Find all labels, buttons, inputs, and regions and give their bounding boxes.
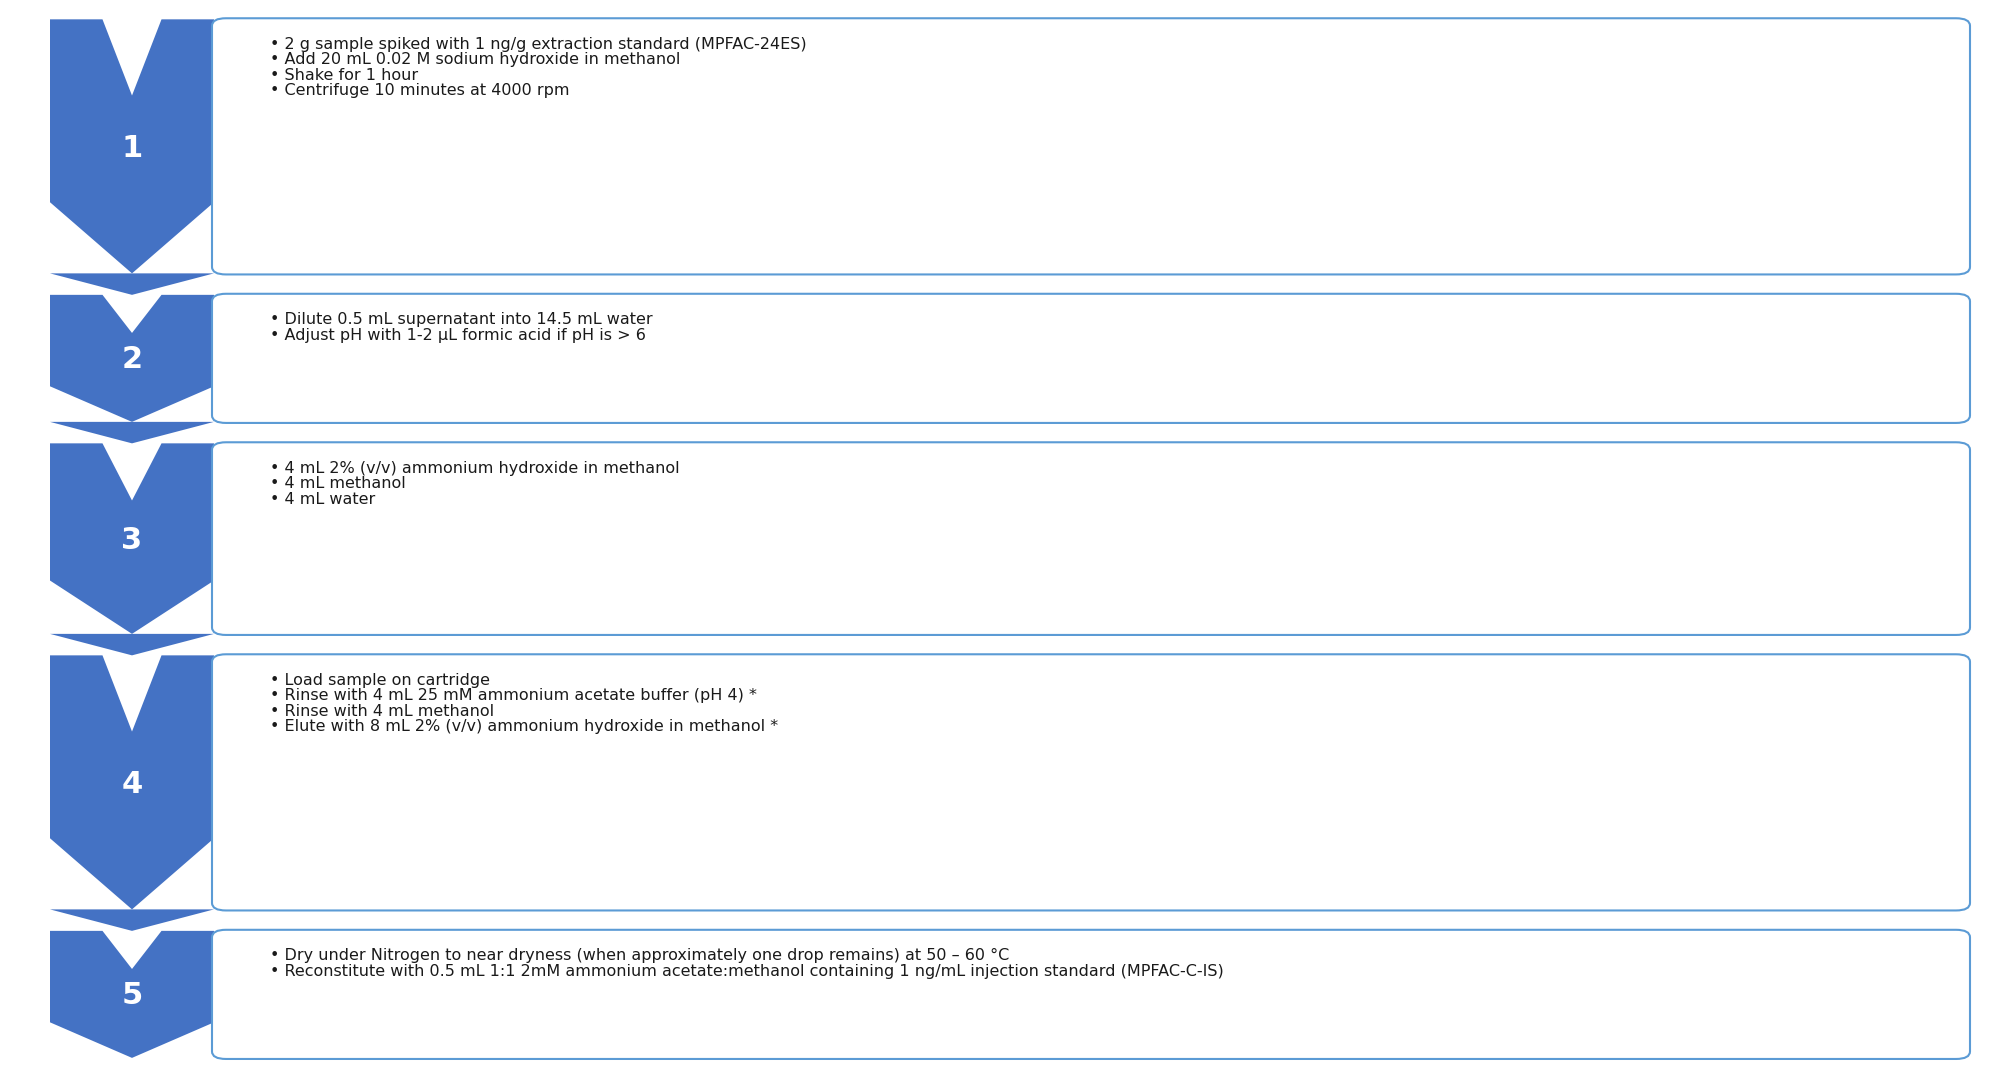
Text: • Centrifuge 10 minutes at 4000 rpm: • Centrifuge 10 minutes at 4000 rpm [270,84,570,99]
Text: • 4 mL water: • 4 mL water [270,492,376,507]
Text: • Dilute 0.5 mL supernatant into 14.5 mL water: • Dilute 0.5 mL supernatant into 14.5 mL… [270,313,652,328]
Polygon shape [50,295,214,422]
Polygon shape [50,422,214,444]
Text: • Add 20 mL 0.02 M sodium hydroxide in methanol: • Add 20 mL 0.02 M sodium hydroxide in m… [270,53,680,68]
Text: • 2 g sample spiked with 1 ng/g extraction standard (MPFAC-24ES): • 2 g sample spiked with 1 ng/g extracti… [270,37,806,52]
Text: • Shake for 1 hour: • Shake for 1 hour [270,68,418,83]
Polygon shape [50,931,214,1058]
FancyBboxPatch shape [212,654,1970,911]
Polygon shape [50,444,214,634]
FancyBboxPatch shape [212,442,1970,635]
Polygon shape [50,19,214,274]
Text: • Rinse with 4 mL 25 mM ammonium acetate buffer (pH 4) *: • Rinse with 4 mL 25 mM ammonium acetate… [270,688,756,703]
Text: • 4 mL 2% (v/v) ammonium hydroxide in methanol: • 4 mL 2% (v/v) ammonium hydroxide in me… [270,461,680,476]
Text: • 4 mL methanol: • 4 mL methanol [270,476,406,491]
Text: 4: 4 [122,770,142,799]
Text: 3: 3 [122,526,142,555]
Polygon shape [50,910,214,931]
FancyBboxPatch shape [212,18,1970,275]
Text: • Rinse with 4 mL methanol: • Rinse with 4 mL methanol [270,703,494,719]
Text: 1: 1 [122,134,142,163]
FancyBboxPatch shape [212,294,1970,423]
Text: 5: 5 [122,982,142,1011]
Text: 2: 2 [122,345,142,374]
Text: • Dry under Nitrogen to near dryness (when approximately one drop remains) at 50: • Dry under Nitrogen to near dryness (wh… [270,948,1010,963]
FancyBboxPatch shape [212,930,1970,1059]
Polygon shape [50,655,214,910]
Text: • Elute with 8 mL 2% (v/v) ammonium hydroxide in methanol *: • Elute with 8 mL 2% (v/v) ammonium hydr… [270,720,778,735]
Text: • Adjust pH with 1-2 μL formic acid if pH is > 6: • Adjust pH with 1-2 μL formic acid if p… [270,328,646,343]
Text: • Load sample on cartridge: • Load sample on cartridge [270,672,490,687]
Polygon shape [50,634,214,655]
Text: • Reconstitute with 0.5 mL 1:1 2mM ammonium acetate:methanol containing 1 ng/mL : • Reconstitute with 0.5 mL 1:1 2mM ammon… [270,963,1224,978]
Polygon shape [50,274,214,295]
